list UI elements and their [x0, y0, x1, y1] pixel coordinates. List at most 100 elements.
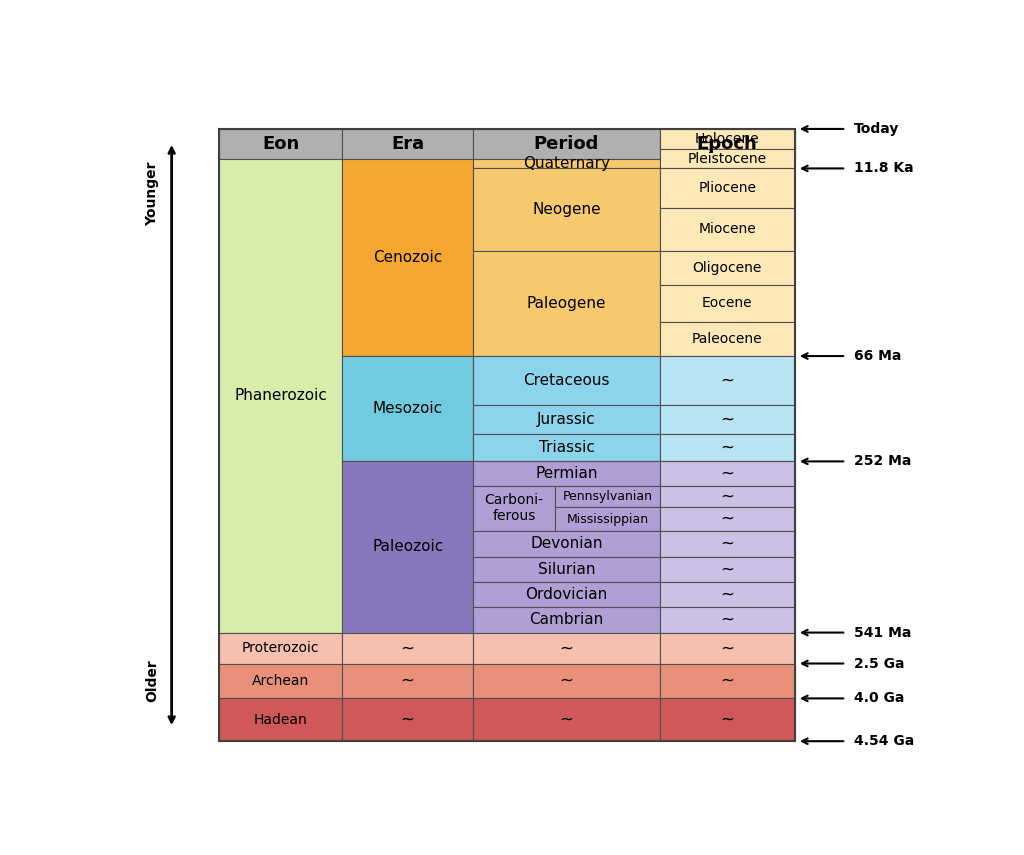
Bar: [473, 251, 659, 356]
Text: Pleistocene: Pleistocene: [687, 151, 767, 166]
Bar: [659, 356, 795, 405]
Text: Holocene: Holocene: [695, 132, 760, 146]
Bar: [659, 208, 795, 251]
Bar: [659, 433, 795, 462]
Bar: [473, 486, 555, 530]
Text: Hadean: Hadean: [254, 713, 307, 727]
Bar: [659, 251, 795, 285]
Text: ~: ~: [720, 560, 734, 578]
Text: 2.5 Ga: 2.5 Ga: [854, 657, 904, 670]
Text: Devonian: Devonian: [530, 536, 603, 551]
Text: Period: Period: [534, 135, 599, 153]
Text: Paleozoic: Paleozoic: [372, 540, 443, 555]
Text: Younger: Younger: [144, 162, 159, 227]
Bar: [342, 356, 473, 462]
Text: Cambrian: Cambrian: [529, 612, 603, 628]
Text: ~: ~: [720, 586, 734, 604]
Bar: [473, 663, 659, 699]
Text: Cretaceous: Cretaceous: [523, 374, 609, 388]
Bar: [219, 699, 342, 741]
Bar: [473, 158, 659, 168]
Text: Ordovician: Ordovician: [525, 587, 607, 602]
Text: Older: Older: [144, 659, 159, 702]
Text: ~: ~: [400, 639, 415, 657]
Bar: [473, 633, 659, 663]
Text: ~: ~: [720, 372, 734, 390]
Bar: [473, 582, 659, 607]
Bar: [659, 462, 795, 486]
Bar: [473, 129, 659, 158]
Text: Oligocene: Oligocene: [692, 261, 762, 274]
Text: Miocene: Miocene: [698, 222, 756, 236]
Bar: [342, 462, 473, 633]
Bar: [473, 607, 659, 633]
Text: ~: ~: [559, 672, 573, 690]
Text: Quaternary: Quaternary: [523, 156, 610, 171]
Bar: [659, 321, 795, 356]
Bar: [659, 582, 795, 607]
Bar: [219, 633, 342, 663]
Text: Cenozoic: Cenozoic: [373, 250, 442, 265]
Bar: [659, 508, 795, 530]
Text: 252 Ma: 252 Ma: [854, 454, 911, 469]
Text: ~: ~: [720, 534, 734, 552]
Text: 11.8 Ka: 11.8 Ka: [854, 162, 913, 175]
Text: Pliocene: Pliocene: [698, 181, 756, 195]
Bar: [219, 158, 342, 633]
Bar: [659, 607, 795, 633]
Text: 4.54 Ga: 4.54 Ga: [854, 734, 914, 748]
Bar: [473, 530, 659, 557]
Text: ~: ~: [559, 711, 573, 728]
Bar: [473, 168, 659, 251]
Text: Eon: Eon: [262, 135, 299, 153]
Bar: [659, 129, 795, 149]
Bar: [342, 633, 473, 663]
Bar: [342, 663, 473, 699]
Text: Mississippian: Mississippian: [566, 512, 648, 526]
Bar: [659, 129, 795, 158]
Bar: [659, 149, 795, 168]
Text: Eocene: Eocene: [701, 297, 753, 310]
Text: Triassic: Triassic: [539, 440, 594, 455]
Bar: [659, 633, 795, 663]
Text: Pennsylvanian: Pennsylvanian: [562, 490, 652, 503]
Text: Neogene: Neogene: [532, 202, 601, 217]
Text: Paleogene: Paleogene: [526, 296, 606, 311]
Text: 541 Ma: 541 Ma: [854, 626, 911, 640]
Text: Silurian: Silurian: [538, 562, 595, 577]
Bar: [659, 405, 795, 433]
Bar: [659, 285, 795, 321]
Text: ~: ~: [720, 672, 734, 690]
Bar: [219, 129, 342, 158]
Text: Mesozoic: Mesozoic: [373, 401, 442, 416]
Bar: [473, 405, 659, 433]
Bar: [473, 433, 659, 462]
Bar: [473, 557, 659, 582]
Text: Epoch: Epoch: [696, 135, 758, 153]
Bar: [659, 530, 795, 557]
Text: 66 Ma: 66 Ma: [854, 349, 901, 363]
Text: Phanerozoic: Phanerozoic: [234, 388, 328, 403]
Bar: [659, 557, 795, 582]
Text: ~: ~: [720, 487, 734, 505]
Text: Jurassic: Jurassic: [538, 412, 596, 428]
Bar: [555, 508, 659, 530]
Bar: [659, 168, 795, 208]
Bar: [473, 356, 659, 405]
Text: 4.0 Ga: 4.0 Ga: [854, 692, 904, 705]
Text: ~: ~: [559, 639, 573, 657]
Bar: [473, 699, 659, 741]
Bar: [555, 486, 659, 508]
Text: ~: ~: [720, 510, 734, 528]
Text: Proterozoic: Proterozoic: [242, 641, 319, 655]
Bar: [659, 699, 795, 741]
Bar: [659, 486, 795, 508]
Text: ~: ~: [400, 711, 415, 728]
Text: ~: ~: [720, 639, 734, 657]
Text: ~: ~: [720, 711, 734, 728]
Text: Permian: Permian: [536, 466, 598, 481]
Text: Era: Era: [391, 135, 424, 153]
Text: ~: ~: [720, 464, 734, 482]
Text: ~: ~: [720, 610, 734, 628]
Text: Today: Today: [854, 122, 899, 136]
